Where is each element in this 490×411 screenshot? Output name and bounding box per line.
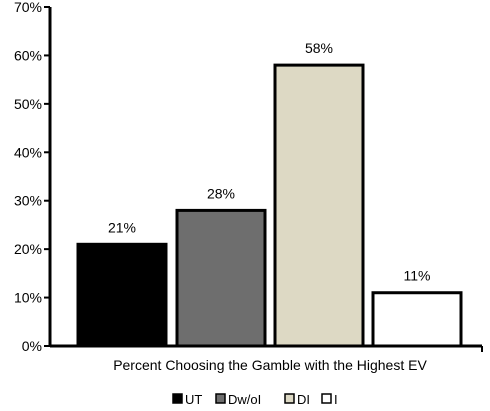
legend-swatch xyxy=(321,393,332,404)
bar-di xyxy=(273,63,365,348)
bar-i xyxy=(371,291,463,348)
y-tick-label: 70% xyxy=(14,0,42,15)
legend-label: UT xyxy=(185,392,202,407)
legend-label: DI xyxy=(297,392,310,407)
data-label: 58% xyxy=(305,40,333,56)
y-tick-label: 60% xyxy=(14,47,42,63)
y-tick-label: 0% xyxy=(22,338,42,354)
data-label: 11% xyxy=(404,268,431,284)
data-labels: 21% 28% 58% 11% xyxy=(108,40,431,284)
data-label: 28% xyxy=(207,185,235,201)
legend-label: I xyxy=(334,392,338,407)
legend-swatch xyxy=(172,393,183,404)
y-tick-label: 50% xyxy=(14,96,42,112)
y-tick-label: 10% xyxy=(14,290,42,306)
legend-swatch xyxy=(215,393,226,404)
bar-ut xyxy=(76,242,168,348)
y-axis: 0% 10% 20% 30% 40% 50% 60% 70% xyxy=(14,0,52,354)
y-tick-label: 30% xyxy=(14,193,42,209)
legend-swatch xyxy=(284,393,295,404)
legend: UT Dw/oI DI I xyxy=(172,392,338,407)
legend-label: Dw/oI xyxy=(228,392,261,407)
bar-dw-oi xyxy=(175,208,267,348)
data-label: 21% xyxy=(108,219,136,235)
x-axis-label: Percent Choosing the Gamble with the Hig… xyxy=(113,357,427,373)
y-tick-label: 40% xyxy=(14,144,42,160)
y-tick-label: 20% xyxy=(14,241,42,257)
bars xyxy=(76,63,463,348)
